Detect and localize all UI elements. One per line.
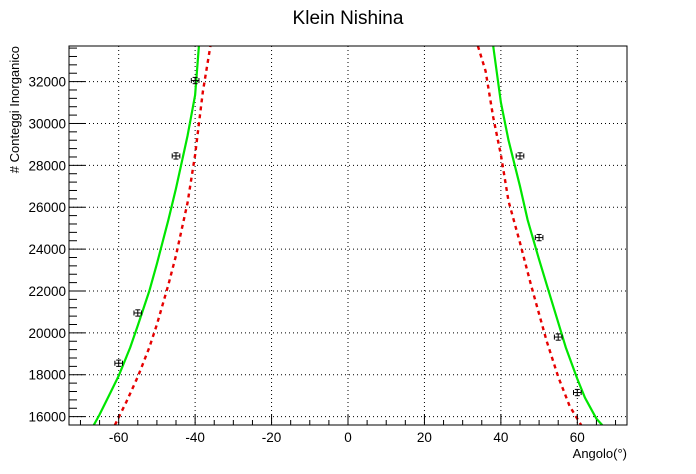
y-tick-label: 26000: [28, 200, 66, 215]
y-tick-label: 16000: [28, 410, 66, 425]
y-tick-labels: 16000 18000 20000 22000 24000 26000 28000 30000…: [28, 75, 66, 425]
data-point: [171, 152, 181, 160]
fit-curve-red: [113, 46, 212, 425]
data-point: [133, 309, 143, 317]
x-tick-labels: -60 -40 -20 0 20 40 60: [109, 430, 585, 445]
data-point: [553, 333, 563, 341]
data-point: [572, 388, 582, 397]
x-axis-title: Angolo(°): [573, 446, 627, 461]
y-tick-label: 20000: [28, 326, 66, 341]
fit-curves: [92, 46, 604, 425]
grid: [69, 46, 627, 425]
y-tick-label: 22000: [28, 284, 66, 299]
y-tick-label: 32000: [28, 75, 66, 90]
data-point: [534, 233, 544, 242]
y-axis-title: # Conteggi Inorganico: [7, 46, 22, 173]
x-tick-label: 20: [417, 430, 432, 445]
tick-marks: [69, 47, 617, 426]
x-tick-label: -60: [109, 430, 129, 445]
y-tick-label: 24000: [28, 242, 66, 257]
fit-curve-green: [492, 46, 604, 425]
x-tick-label: -20: [262, 430, 282, 445]
fit-curve-green: [92, 46, 200, 425]
y-tick-label: 28000: [28, 158, 66, 173]
x-tick-label: 0: [344, 430, 352, 445]
y-tick-label: 30000: [28, 116, 66, 131]
y-tick-label: 18000: [28, 368, 66, 383]
fit-curve-red: [476, 46, 583, 425]
data-points: [114, 76, 582, 397]
x-tick-label: 60: [570, 430, 585, 445]
x-tick-label: 40: [493, 430, 508, 445]
chart-title: Klein Nishina: [293, 8, 404, 29]
data-point: [190, 76, 200, 85]
x-tick-label: -40: [185, 430, 205, 445]
data-point: [515, 152, 525, 160]
data-point: [114, 359, 124, 367]
